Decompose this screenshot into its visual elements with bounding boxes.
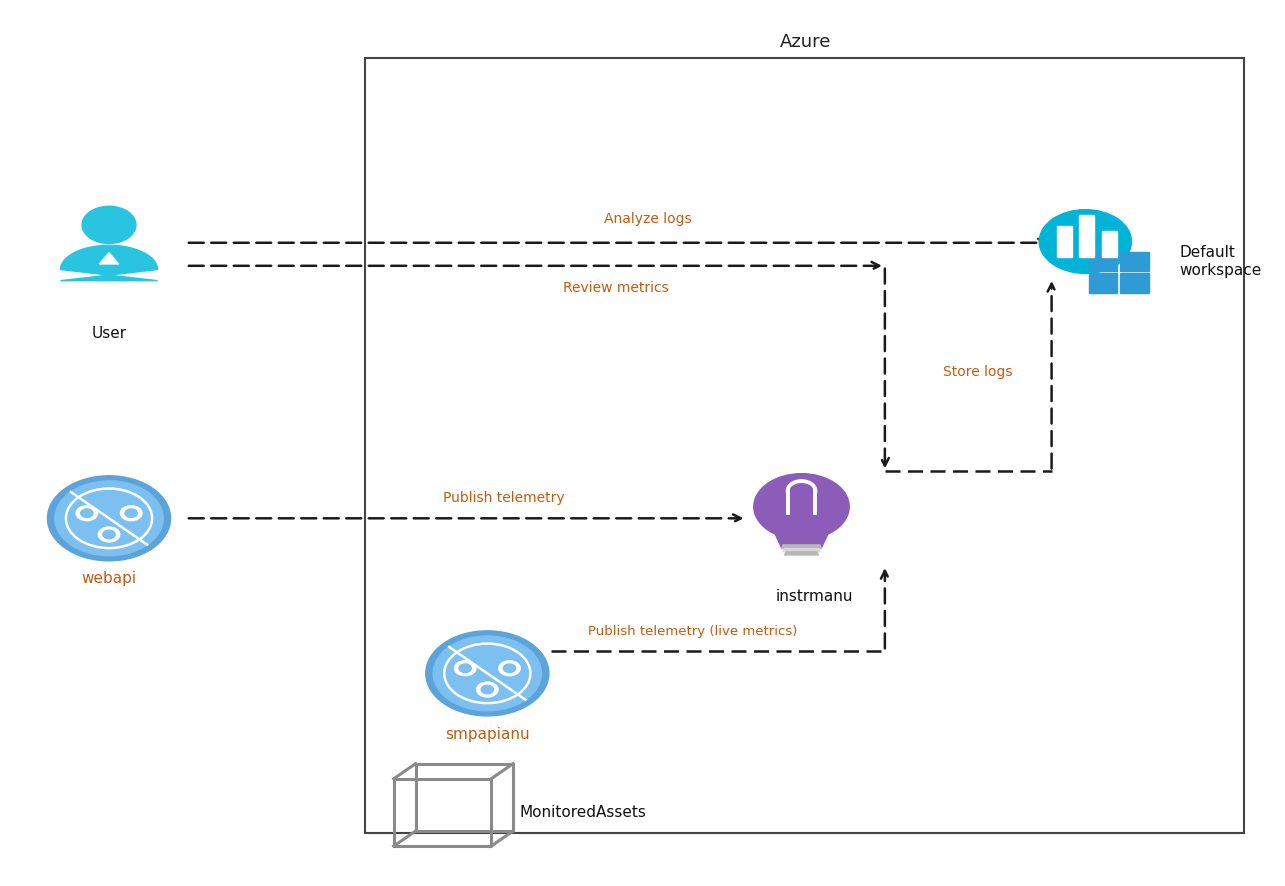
Circle shape [1040,210,1131,274]
Text: Analyze logs: Analyze logs [604,212,691,226]
Polygon shape [785,552,819,555]
Polygon shape [783,548,820,552]
Text: smpapianu: smpapianu [445,727,529,742]
FancyBboxPatch shape [1121,274,1149,293]
FancyBboxPatch shape [1121,252,1149,271]
Circle shape [76,506,98,521]
FancyBboxPatch shape [365,58,1244,833]
Circle shape [125,509,137,517]
Circle shape [477,682,499,697]
Polygon shape [99,253,118,264]
Circle shape [82,206,136,244]
Circle shape [455,661,475,676]
Text: webapi: webapi [81,571,136,587]
Polygon shape [60,245,158,281]
Text: instrmanu: instrmanu [776,589,853,604]
Circle shape [103,530,116,539]
Text: User: User [91,326,126,341]
FancyBboxPatch shape [1079,214,1095,257]
Circle shape [98,527,120,542]
Circle shape [499,661,520,676]
FancyBboxPatch shape [1088,252,1117,271]
Text: Store logs: Store logs [943,365,1013,379]
Circle shape [48,476,171,561]
Polygon shape [772,528,830,548]
Polygon shape [781,545,821,548]
Circle shape [121,506,141,521]
FancyBboxPatch shape [1101,231,1117,257]
Circle shape [481,685,493,694]
Text: Publish telemetry (live metrics): Publish telemetry (live metrics) [587,625,797,638]
FancyBboxPatch shape [1088,274,1117,293]
Circle shape [504,664,515,672]
FancyBboxPatch shape [1058,226,1072,257]
Circle shape [433,636,541,711]
Circle shape [81,509,93,517]
Text: Review metrics: Review metrics [563,281,668,295]
Circle shape [754,474,849,540]
Text: Publish telemetry: Publish telemetry [443,491,565,505]
Text: Azure: Azure [780,33,831,51]
Text: MonitoredAssets: MonitoredAssets [519,805,646,820]
Text: Default
workspace: Default workspace [1180,245,1262,277]
Circle shape [459,664,472,672]
Circle shape [425,631,549,716]
Circle shape [55,481,163,556]
